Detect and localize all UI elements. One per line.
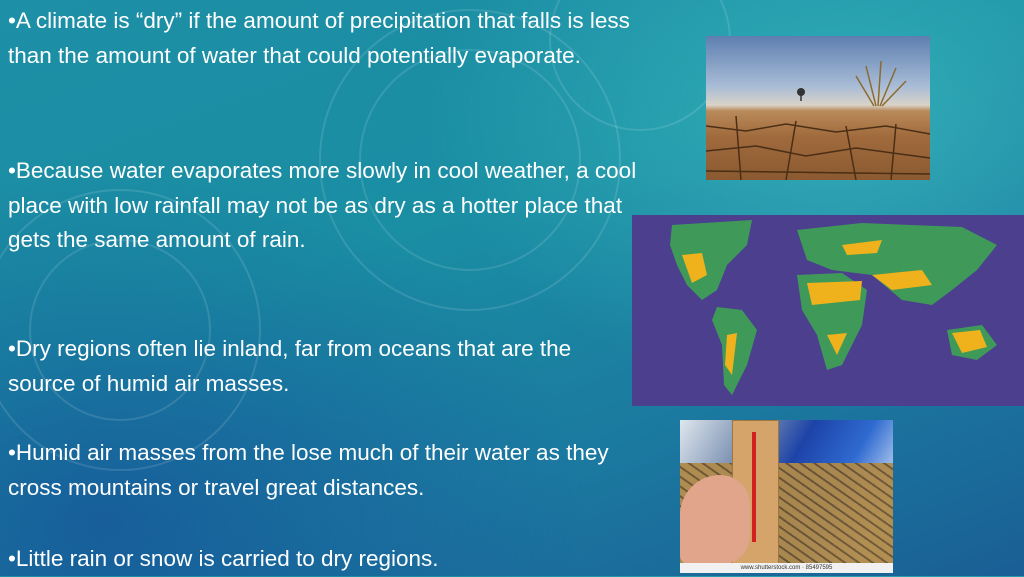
thermometer-image: www.shutterstock.com · 85497595 xyxy=(680,420,893,573)
bullet-5: •Little rain or snow is carried to dry r… xyxy=(8,546,439,571)
world-map-image xyxy=(632,215,1024,406)
bullet-1: •A climate is “dry” if the amount of pre… xyxy=(8,8,630,68)
watermark: www.shutterstock.com · 85497595 xyxy=(680,563,893,573)
bullet-3: •Dry regions often lie inland, far from … xyxy=(8,336,572,396)
world-map-graphic xyxy=(670,220,997,395)
bullet-4: •Humid air masses from the lose much of … xyxy=(8,440,609,500)
cracked-earth-graphic xyxy=(706,60,930,180)
thermometer-mercury xyxy=(752,432,756,542)
hand xyxy=(680,475,750,565)
desert-image xyxy=(706,36,930,180)
bullet-2: •Because water evaporates more slowly in… xyxy=(8,158,637,252)
